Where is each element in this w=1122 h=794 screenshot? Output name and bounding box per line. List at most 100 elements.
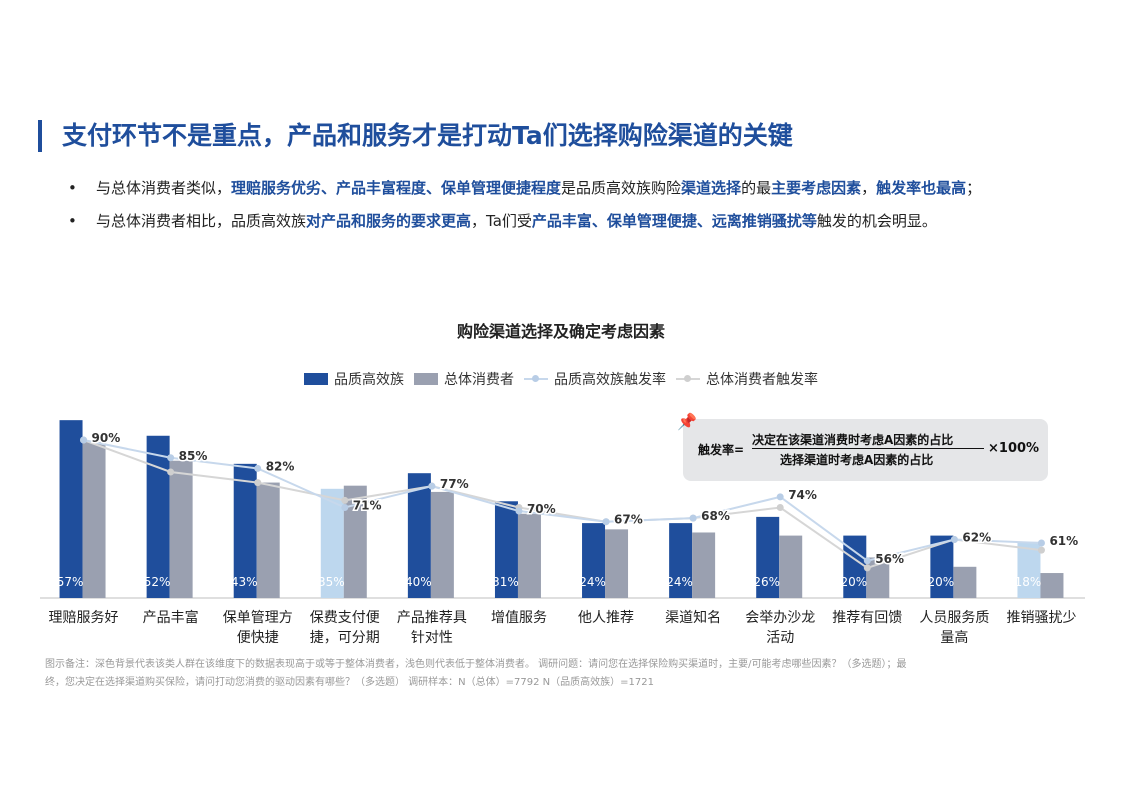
bar-all-5 (517, 513, 541, 598)
page-title: 支付环节不是重点，产品和服务才是打动Ta们选择购险渠道的关键 (62, 121, 793, 150)
bar-value-label: 20% (928, 575, 955, 589)
pin-icon: 📌 (677, 412, 697, 431)
rate-point-hq-0 (80, 436, 88, 444)
bullet-1-seg: ， (861, 179, 877, 197)
bar-value-label: 35% (318, 575, 345, 589)
bullet-dot: • (68, 179, 77, 197)
bar-all-9 (866, 557, 890, 598)
rate-value-label: 68% (701, 509, 730, 523)
formula-multiplier: ×100% (988, 441, 1040, 456)
bar-hq-11 (1017, 541, 1041, 598)
rate-point-all-2 (254, 479, 262, 487)
bullet-2-seg: 触发的机会明显。 (816, 212, 937, 230)
formula-numerator: 决定在该渠道消费时考虑A因素的占比 (752, 433, 954, 447)
rate-value-label: 67% (614, 513, 643, 527)
x-tick-label: 活动 (766, 630, 794, 646)
title-accent-bar (38, 120, 42, 152)
bar-all-11 (1040, 573, 1064, 598)
x-tick-label: 保费支付便 (310, 610, 380, 626)
bar-value-label: 40% (405, 575, 432, 589)
formula-denominator: 选择渠道时考虑A因素的占比 (780, 453, 934, 467)
legend-swatch-line-blue (524, 373, 548, 385)
bar-all-8 (779, 535, 803, 598)
x-tick-label: 量高 (940, 629, 968, 646)
bar-hq-3 (320, 488, 344, 598)
x-tick-label: 便快捷 (237, 630, 279, 646)
bar-value-label: 20% (840, 575, 867, 589)
rate-point-hq-7 (689, 514, 697, 522)
legend-item-hq: 品质高效族 (304, 369, 404, 389)
bar-hq-5 (494, 501, 518, 598)
bar-value-label: 43% (231, 575, 258, 589)
bar-value-label: 24% (666, 575, 693, 589)
bullet-1-seg: ； (966, 179, 982, 197)
rate-point-hq-4 (428, 482, 436, 490)
rate-point-hq-8 (776, 493, 784, 501)
rate-point-hq-9 (863, 557, 871, 565)
rate-point-all-9 (863, 564, 871, 572)
bullet-1-highlight: 渠道选择 (681, 179, 742, 197)
rate-value-label: 77% (440, 477, 469, 491)
rate-point-all-11 (1037, 546, 1045, 554)
bar-hq-9 (843, 535, 867, 598)
rate-value-label: 56% (875, 552, 904, 566)
legend-swatch-bar-dark (304, 373, 328, 385)
rate-value-label: 62% (962, 530, 991, 544)
bar-hq-10 (930, 535, 954, 598)
rate-point-hq-10 (950, 535, 958, 543)
legend-label: 品质高效族 (334, 372, 404, 388)
bar-hq-6 (582, 523, 606, 598)
bar-value-label: 24% (579, 575, 606, 589)
bar-all-10 (953, 566, 977, 598)
bullet-list: • 与总体消费者类似，理赔服务优劣、产品丰富程度、保单管理便捷程度是品质高效族购… (66, 172, 1076, 238)
rate-point-hq-11 (1037, 539, 1045, 547)
x-tick-label: 推销骚扰少 (1006, 610, 1076, 626)
rate-line-all (83, 439, 1042, 569)
chart-footnote: 图示备注：深色背景代表该类人群在该维度下的数据表现高于或等于整体消费者，浅色则代… (45, 659, 907, 688)
bar-value-label: 31% (492, 575, 519, 589)
x-tick-label: 他人推荐 (578, 610, 634, 626)
rate-value-label: 70% (527, 502, 556, 516)
chart-title: 购险渠道选择及确定考虑因素 (456, 322, 665, 341)
rate-value-label: 90% (92, 431, 121, 445)
bullet-1-seg: 是品质高效族购险 (561, 179, 682, 197)
bar-hq-4 (407, 473, 431, 598)
rate-value-label: 61% (1049, 534, 1078, 548)
rate-point-all-1 (167, 468, 175, 476)
bullet-1-seg: 的最 (741, 179, 772, 197)
legend-item-all-rate: 总体消费者触发率 (676, 369, 818, 389)
legend-swatch-line-gray (676, 373, 700, 385)
bar-all-0 (82, 442, 106, 598)
x-tick-label: 产品丰富 (143, 609, 199, 626)
bullet-2-seg: 与总体消费者相比，品质高效族 (96, 212, 307, 230)
bullet-2-highlight: 产品丰富、保单管理便捷、远离推销骚扰等 (531, 212, 817, 230)
bullet-2-seg: ，Ta们受 (471, 212, 532, 230)
rate-point-all-8 (776, 504, 784, 511)
bar-hq-2 (233, 463, 257, 598)
legend-label: 总体消费者触发率 (706, 372, 818, 388)
rate-value-label: 71% (353, 499, 382, 513)
rate-point-hq-5 (515, 507, 523, 515)
legend-item-all: 总体消费者 (414, 369, 514, 389)
rate-point-hq-3 (341, 504, 349, 511)
bullet-1-highlight: 理赔服务优劣、产品丰富程度、保单管理便捷程度 (231, 179, 562, 197)
bar-all-6 (605, 529, 629, 598)
rate-value-label: 85% (179, 449, 208, 463)
bar-value-label: 18% (1015, 575, 1042, 589)
x-tick-label: 产品推荐具 (397, 610, 467, 626)
bar-hq-1 (146, 435, 170, 598)
chart-legend: 品质高效族 总体消费者 品质高效族触发率 总体消费者触发率 (0, 369, 1122, 389)
bullet-1-highlight: 主要考虑因素 (771, 179, 862, 197)
bar-all-2 (256, 482, 280, 598)
rate-point-hq-2 (254, 464, 262, 472)
x-tick-label: 保单管理方 (223, 610, 293, 626)
legend-label: 品质高效族触发率 (554, 372, 666, 388)
bar-all-4 (430, 491, 454, 598)
x-tick-label: 理赔服务好 (49, 610, 119, 626)
bar-hq-8 (756, 516, 780, 598)
x-tick-label: 针对性 (411, 630, 453, 646)
x-tick-label: 会举办沙龙 (745, 610, 815, 626)
bar-hq-0 (59, 420, 83, 598)
bullet-item-2: • 与总体消费者相比，品质高效族对产品和服务的要求更高，Ta们受产品丰富、保单管… (66, 205, 1076, 238)
